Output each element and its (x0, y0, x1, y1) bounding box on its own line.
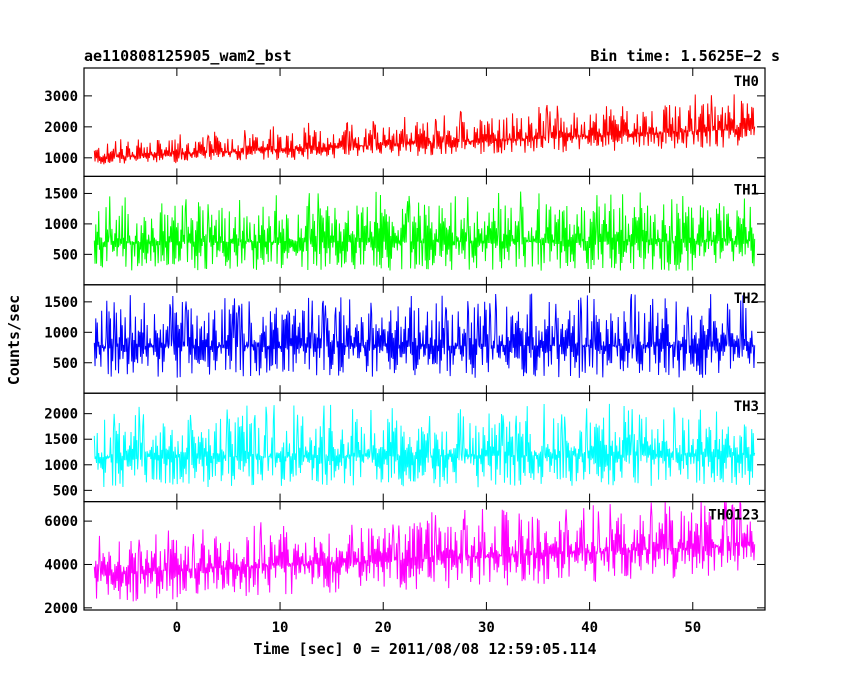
panel-th2: 500 1000 1500 TH2 (44, 284, 766, 394)
panel-label: TH0123 (708, 508, 759, 524)
series-th0123 (93, 501, 756, 602)
y-tick-label: 2000 (44, 601, 78, 617)
panel-th1: 500 1000 1500 TH1 (44, 175, 766, 286)
panel-label: TH1 (734, 182, 759, 198)
y-tick-label: 1500 (44, 186, 78, 202)
series-th3 (93, 403, 756, 488)
x-tick-label: 30 (478, 620, 495, 636)
panel-th0123: 2000 4000 6000 TH0123 (44, 501, 766, 617)
y-tick-label: 2000 (44, 407, 78, 423)
y-tick-label: 2000 (44, 120, 78, 136)
x-tick-label: 50 (684, 620, 701, 636)
x-tick-label: 10 (272, 620, 289, 636)
y-tick-label: 1000 (44, 151, 78, 167)
plot-title: ae110808125905_wam2_bst (84, 47, 292, 65)
y-tick-label: 4000 (44, 557, 78, 573)
bin-time-label: Bin time: 1.5625E−2 s (590, 47, 780, 65)
x-axis-tick-labels: 0 10 20 30 40 50 (173, 620, 702, 636)
x-tick-label: 40 (581, 620, 598, 636)
y-tick-label: 1500 (44, 432, 78, 448)
x-axis-label: Time [sec] 0 = 2011/08/08 12:59:05.114 (253, 640, 596, 658)
y-tick-label: 1000 (44, 458, 78, 474)
panel-label: TH3 (734, 399, 759, 415)
series-th1 (93, 191, 756, 271)
y-tick-label: 1500 (44, 295, 78, 311)
series-th2 (93, 293, 756, 378)
y-tick-label: 1000 (44, 217, 78, 233)
y-axis-label: Counts/sec (5, 295, 23, 385)
series-th0 (93, 94, 756, 165)
x-tick-label: 0 (173, 620, 181, 636)
panel-th0: 1000 2000 3000 TH0 (44, 67, 766, 178)
y-tick-label: 500 (53, 483, 78, 499)
y-tick-label: 500 (53, 356, 78, 372)
panel-th3: 500 1000 1500 2000 TH3 (44, 392, 766, 503)
panel-frame (83, 67, 766, 178)
y-tick-label: 500 (53, 247, 78, 263)
y-tick-label: 6000 (44, 514, 78, 530)
x-tick-label: 20 (375, 620, 392, 636)
panel-label: TH2 (734, 291, 759, 307)
y-tick-label: 3000 (44, 89, 78, 105)
panel-label: TH0 (734, 74, 759, 90)
y-tick-label: 1000 (44, 325, 78, 341)
panel-frame (83, 501, 766, 611)
